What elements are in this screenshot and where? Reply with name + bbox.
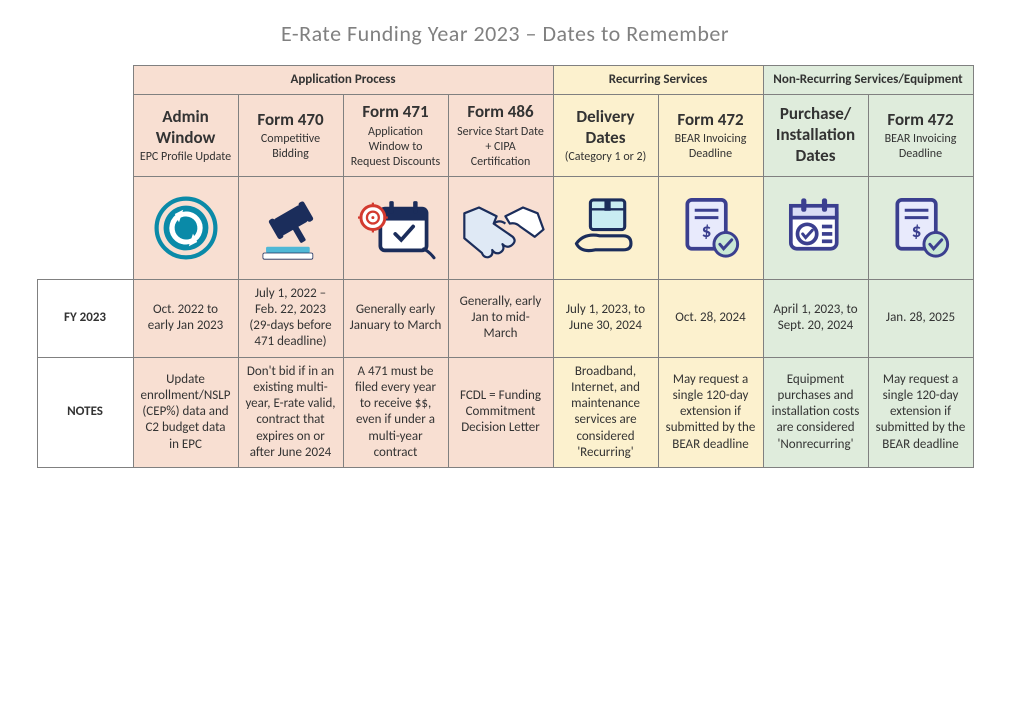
- invoice-check-icon: $: [658, 176, 763, 279]
- section-app-header: Application Process: [133, 66, 553, 95]
- invoice-check-icon: $: [868, 176, 973, 279]
- section-non-header: Non-Recurring Services/Equipment: [763, 66, 973, 95]
- calendar-check-icon: [763, 176, 868, 279]
- cell-notes-f486: FCDL = Funding Commitment Decision Lette…: [448, 357, 553, 468]
- page-title: E-Rate Funding Year 2023 – Dates to Reme…: [10, 20, 1000, 47]
- cell-fy-f472n: Jan. 28, 2025: [868, 279, 973, 357]
- col-title: Delivery Dates: [560, 106, 652, 149]
- cell-fy-f486: Generally, early Jan to mid-March: [448, 279, 553, 357]
- svg-text:$: $: [911, 219, 921, 242]
- cell-notes-admin: Update enrollment/NSLP (CEP%) data and C…: [133, 357, 238, 468]
- col-title: Form 472: [665, 109, 757, 130]
- cell-fy-admin: Oct. 2022 to early Jan 2023: [133, 279, 238, 357]
- cell-notes-f471: A 471 must be filed every year to receiv…: [343, 357, 448, 468]
- calendar-target-icon: [343, 176, 448, 279]
- col-title: Form 470: [245, 109, 337, 130]
- row-label-fy: FY 2023: [37, 279, 133, 357]
- col-title: Purchase/ Installation Dates: [770, 103, 862, 167]
- col-header-f471: Form 471 Application Window to Request D…: [343, 95, 448, 176]
- cell-notes-f472n: May request a single 120-day extension i…: [868, 357, 973, 468]
- col-subtitle: BEAR Invoicing Deadline: [875, 132, 967, 162]
- col-header-admin: Admin Window EPC Profile Update: [133, 95, 238, 176]
- col-header-f472n: Form 472 BEAR Invoicing Deadline: [868, 95, 973, 176]
- cell-notes-f470: Don't bid if in an existing multi-year, …: [238, 357, 343, 468]
- refresh-icon: [133, 176, 238, 279]
- svg-text:$: $: [701, 219, 711, 242]
- col-title: Form 471: [350, 101, 442, 122]
- col-subtitle: Competitive Bidding: [245, 132, 337, 162]
- cell-fy-f471: Generally early January to March: [343, 279, 448, 357]
- col-subtitle: BEAR Invoicing Deadline: [665, 132, 757, 162]
- col-header-delivery: Delivery Dates (Category 1 or 2): [553, 95, 658, 176]
- col-subtitle: Service Start Date + CIPA Certification: [455, 125, 547, 170]
- col-subtitle: (Category 1 or 2): [560, 150, 652, 165]
- col-header-f472r: Form 472 BEAR Invoicing Deadline: [658, 95, 763, 176]
- cell-fy-deliv: July 1, 2023, to June 30, 2024: [553, 279, 658, 357]
- gavel-icon: [238, 176, 343, 279]
- col-subtitle: Application Window to Request Discounts: [350, 125, 442, 170]
- col-subtitle: EPC Profile Update: [140, 150, 232, 165]
- package-hand-icon: [553, 176, 658, 279]
- col-title: Form 486: [455, 101, 547, 122]
- col-header-f470: Form 470 Competitive Bidding: [238, 95, 343, 176]
- cell-fy-f472r: Oct. 28, 2024: [658, 279, 763, 357]
- handshake-icon: [448, 176, 553, 279]
- col-header-install: Purchase/ Installation Dates: [763, 95, 868, 176]
- cell-notes-deliv: Broadband, Internet, and maintenance ser…: [553, 357, 658, 468]
- cell-fy-install: April 1, 2023, to Sept. 20, 2024: [763, 279, 868, 357]
- col-title: Admin Window: [140, 106, 232, 149]
- col-header-f486: Form 486 Service Start Date + CIPA Certi…: [448, 95, 553, 176]
- section-rec-header: Recurring Services: [553, 66, 763, 95]
- row-label-notes: NOTES: [37, 357, 133, 468]
- dates-table: Application Process Recurring Services N…: [37, 65, 974, 468]
- cell-notes-f472r: May request a single 120-day extension i…: [658, 357, 763, 468]
- cell-fy-f470: July 1, 2022 – Feb. 22, 2023 (29-days be…: [238, 279, 343, 357]
- cell-notes-install: Equipment purchases and installation cos…: [763, 357, 868, 468]
- col-title: Form 472: [875, 109, 967, 130]
